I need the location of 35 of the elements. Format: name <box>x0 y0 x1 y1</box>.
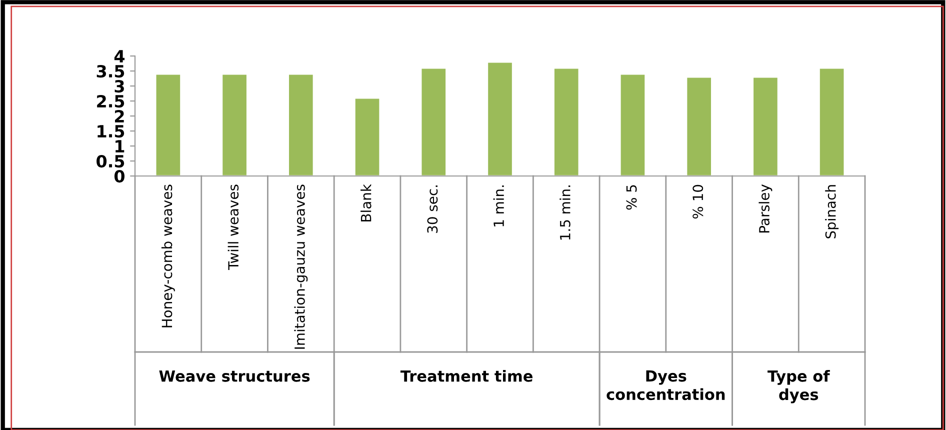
x-tick-label: % 5 <box>626 185 637 210</box>
y-tick-label: 3 <box>114 80 124 93</box>
y-tick-label: 2 <box>115 110 124 122</box>
y-tick-label: 3.5 <box>96 64 124 78</box>
text: Type of dyes <box>768 370 830 404</box>
y-tick-label: 0.5 <box>96 154 124 168</box>
text: Weave structures <box>159 370 310 382</box>
bar <box>288 73 314 176</box>
bar <box>221 73 248 176</box>
text: Dyes concentration <box>606 370 725 400</box>
bar <box>752 76 779 176</box>
x-tick-label: 1.5 min. <box>560 185 570 240</box>
bar <box>354 97 381 176</box>
bar <box>619 73 646 176</box>
x-tick-label: Imitation-gauzu weaves <box>294 184 308 349</box>
text: Treatment time <box>400 370 533 382</box>
x-tick-label: Blank <box>360 184 372 222</box>
x-tick-label: 1 min. <box>493 185 504 226</box>
x-tick-label: Honey-comb weaves <box>161 184 175 328</box>
bar <box>486 61 514 176</box>
bar <box>818 67 846 176</box>
y-tick-label: 1 <box>116 140 124 152</box>
y-tick-label: 4 <box>114 50 125 62</box>
x-tick-label: Twill weaves <box>228 184 239 270</box>
bar <box>553 67 580 176</box>
bar <box>420 67 447 176</box>
y-tick-label: 0 <box>114 170 124 183</box>
bar <box>154 73 182 176</box>
x-tick-label: 30 sec. <box>427 186 438 233</box>
bar <box>686 76 712 176</box>
y-tick-label: 1.5 <box>98 125 124 138</box>
x-tick-label: Spinach <box>825 185 839 238</box>
x-tick-label: Parsley <box>758 184 772 232</box>
y-tick-label: 2.5 <box>97 94 124 108</box>
x-tick-label: % 10 <box>692 184 704 219</box>
